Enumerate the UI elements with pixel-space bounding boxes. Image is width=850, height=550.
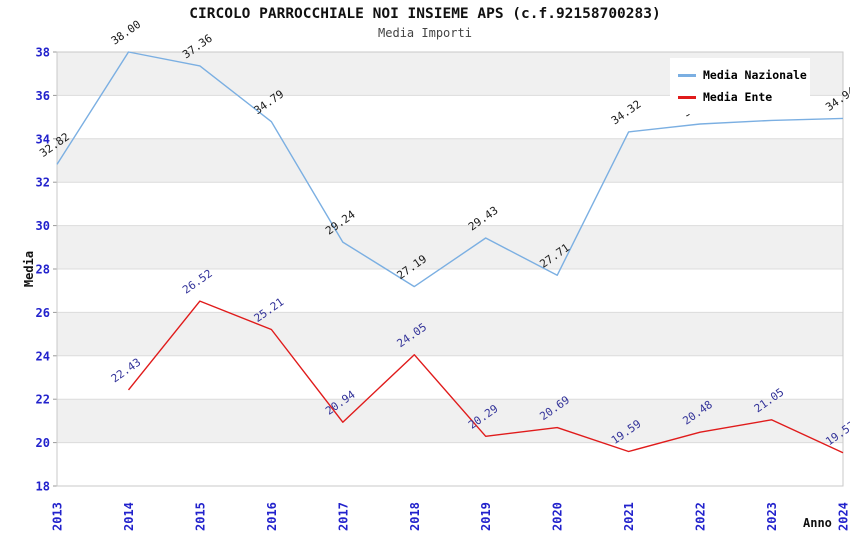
chart-subtitle: Media Importi	[378, 26, 472, 40]
x-tick-label: 2023	[765, 502, 779, 531]
plot-band	[57, 138, 843, 183]
y-tick-label: 24	[36, 349, 50, 363]
y-tick-label: 20	[36, 436, 50, 450]
y-tick-label: 22	[36, 393, 50, 407]
data-label: 22.43	[109, 356, 144, 386]
x-tick-label: 2013	[51, 502, 65, 531]
x-axis-title: Anno	[803, 516, 832, 530]
y-tick-label: 30	[36, 219, 50, 233]
x-tick-label: 2020	[551, 502, 565, 531]
legend-item-media-ente: Media Ente	[670, 86, 810, 108]
x-tick-label: 2014	[122, 502, 136, 531]
x-tick-label: 2019	[479, 502, 493, 531]
x-tick-label: 2016	[265, 502, 279, 531]
plot-band	[57, 312, 843, 356]
y-tick-label: 32	[36, 176, 50, 190]
legend-line-marker-nazionale	[678, 73, 696, 77]
legend: Media Nazionale Media Ente	[670, 58, 810, 114]
x-tick-label: 2017	[336, 502, 350, 531]
series-line-media-ente	[127, 300, 844, 454]
x-tick-label: 2015	[193, 502, 207, 531]
y-axis-title: Media	[22, 250, 36, 288]
y-tick-label: 26	[36, 306, 50, 320]
x-tick-label: 2024	[837, 502, 850, 531]
y-tick-label: 34	[36, 132, 50, 146]
data-label: 34.32	[609, 98, 644, 128]
chart-title: CIRCOLO PARROCCHIALE NOI INSIEME APS (c.…	[189, 6, 661, 22]
y-tick-label: 28	[36, 263, 50, 277]
x-tick-label: 2018	[408, 502, 422, 531]
legend-item-media-nazionale: Media Nazionale	[670, 64, 810, 86]
y-tick-label: 18	[36, 480, 50, 494]
y-tick-label: 36	[36, 89, 50, 103]
legend-label: Media Ente	[703, 90, 773, 104]
y-tick-label: 38	[36, 46, 50, 60]
plot-band	[57, 399, 843, 443]
x-tick-label: 2021	[622, 502, 636, 531]
legend-label: Media Nazionale	[703, 68, 807, 82]
series-line-media-nazionale	[56, 51, 844, 288]
data-label: 38.00	[109, 18, 144, 48]
plot-border	[56, 51, 844, 487]
data-label: 26.52	[180, 267, 215, 297]
legend-line-marker-ente	[678, 95, 696, 99]
x-tick-label: 2022	[694, 502, 708, 531]
